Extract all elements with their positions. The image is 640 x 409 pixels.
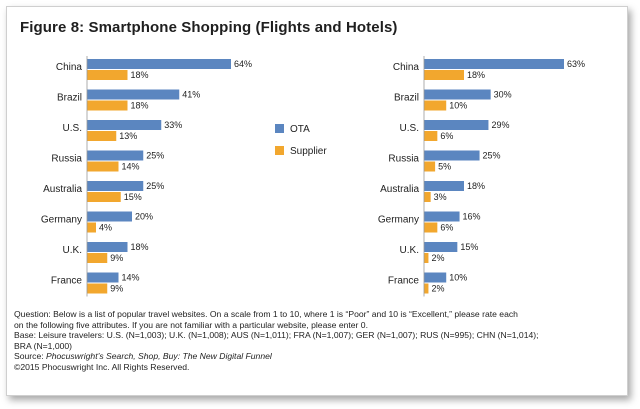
left-bar-supplier-germany bbox=[87, 222, 96, 233]
copyright-line: ©2015 Phocuswright Inc. All Rights Reser… bbox=[14, 361, 190, 372]
right-bar-supplier-germany bbox=[424, 222, 438, 233]
question-line-1: Question: Below is a list of popular tra… bbox=[14, 309, 518, 319]
right-bar-supplier-france bbox=[424, 283, 429, 294]
right-bar-ota-china bbox=[424, 59, 564, 69]
left-label-supplier-us: 13% bbox=[119, 131, 137, 141]
left-label-ota-china: 64% bbox=[234, 59, 252, 69]
right-category-label-us: U.S. bbox=[400, 123, 419, 134]
left-bar-ota-us bbox=[87, 120, 162, 130]
left-category-label-russia: Russia bbox=[51, 154, 82, 165]
footnote: Question: Below is a list of popular tra… bbox=[14, 309, 614, 373]
right-bar-supplier-australia bbox=[424, 192, 431, 202]
legend-label-ota: OTA bbox=[290, 124, 310, 135]
left-bar-ota-uk bbox=[87, 242, 128, 252]
right-label-supplier-france: 2% bbox=[431, 284, 444, 294]
left-bar-supplier-uk bbox=[87, 253, 108, 263]
left-category-label-china: China bbox=[56, 62, 83, 73]
left-category-label-us: U.S. bbox=[63, 123, 82, 134]
left-label-supplier-china: 18% bbox=[131, 70, 149, 80]
chart-title: Figure 8: Smartphone Shopping (Flights a… bbox=[20, 19, 398, 36]
left-bar-supplier-france bbox=[87, 283, 108, 294]
right-label-ota-germany: 16% bbox=[463, 212, 481, 222]
right-label-supplier-uk: 2% bbox=[431, 253, 444, 263]
right-category-label-uk: U.K. bbox=[400, 245, 419, 256]
right-label-ota-australia: 18% bbox=[467, 181, 485, 191]
right-label-ota-france: 10% bbox=[449, 273, 467, 283]
left-category-label-uk: U.K. bbox=[63, 245, 82, 256]
right-category-label-brazil: Brazil bbox=[394, 93, 419, 104]
right-bar-ota-australia bbox=[424, 181, 464, 191]
right-bar-supplier-brazil bbox=[424, 100, 447, 111]
left-label-ota-us: 33% bbox=[164, 120, 182, 130]
right-label-ota-us: 29% bbox=[491, 120, 509, 130]
left-label-ota-france: 14% bbox=[122, 273, 140, 283]
left-bar-supplier-russia bbox=[87, 161, 119, 172]
left-label-ota-germany: 20% bbox=[135, 212, 153, 222]
left-label-ota-uk: 18% bbox=[131, 242, 149, 252]
right-bar-ota-russia bbox=[424, 150, 480, 161]
right-bar-ota-us bbox=[424, 120, 489, 130]
right-category-label-russia: Russia bbox=[388, 154, 419, 165]
right-label-supplier-china: 18% bbox=[467, 70, 485, 80]
right-bar-ota-germany bbox=[424, 211, 460, 222]
left-bar-ota-france bbox=[87, 272, 119, 283]
left-bar-ota-germany bbox=[87, 211, 132, 222]
left-bar-ota-russia bbox=[87, 150, 144, 161]
left-bar-supplier-china bbox=[87, 70, 128, 80]
right-label-supplier-brazil: 10% bbox=[449, 101, 467, 111]
source-prefix: Source: bbox=[14, 351, 47, 362]
right-bar-supplier-china bbox=[424, 70, 464, 80]
question-line-2: on the following five attributes. If you… bbox=[14, 319, 368, 330]
right-category-label-france: France bbox=[388, 276, 420, 287]
left-bar-ota-china bbox=[87, 59, 231, 69]
left-label-ota-russia: 25% bbox=[146, 151, 164, 161]
right-label-ota-china: 63% bbox=[567, 59, 585, 69]
legend-label-supplier: Supplier bbox=[290, 146, 327, 157]
left-category-label-germany: Germany bbox=[41, 215, 82, 226]
source-line: Source: Phocuswright’s Search, Shop, Buy… bbox=[14, 351, 614, 362]
left-label-ota-australia: 25% bbox=[146, 181, 164, 191]
left-category-label-australia: Australia bbox=[43, 184, 82, 195]
right-label-supplier-germany: 6% bbox=[440, 223, 453, 233]
left-label-supplier-australia: 15% bbox=[124, 192, 142, 202]
left-category-label-france: France bbox=[51, 276, 83, 287]
left-bar-ota-australia bbox=[87, 181, 144, 191]
right-label-supplier-us: 6% bbox=[440, 131, 453, 141]
right-label-supplier-australia: 3% bbox=[434, 192, 447, 202]
right-bar-ota-brazil bbox=[424, 89, 491, 100]
left-bar-supplier-us bbox=[87, 131, 117, 141]
left-category-label-brazil: Brazil bbox=[57, 93, 82, 104]
left-label-ota-brazil: 41% bbox=[182, 90, 200, 100]
left-bar-supplier-australia bbox=[87, 192, 121, 202]
right-label-supplier-russia: 5% bbox=[438, 162, 451, 172]
left-label-supplier-russia: 14% bbox=[122, 162, 140, 172]
right-label-ota-brazil: 30% bbox=[494, 90, 512, 100]
right-category-label-germany: Germany bbox=[378, 215, 419, 226]
right-bar-supplier-russia bbox=[424, 161, 436, 172]
right-bar-supplier-us bbox=[424, 131, 438, 141]
left-label-supplier-germany: 4% bbox=[99, 223, 112, 233]
right-category-label-china: China bbox=[393, 62, 420, 73]
right-bar-ota-uk bbox=[424, 242, 458, 252]
left-bar-ota-brazil bbox=[87, 89, 180, 100]
right-bar-supplier-uk bbox=[424, 253, 429, 263]
left-label-supplier-brazil: 18% bbox=[131, 101, 149, 111]
base-line-2: BRA (N=1,000) bbox=[14, 340, 73, 351]
right-category-label-australia: Australia bbox=[380, 184, 419, 195]
left-bar-supplier-brazil bbox=[87, 100, 128, 111]
right-bar-ota-france bbox=[424, 272, 447, 283]
legend-swatch-supplier bbox=[275, 146, 284, 155]
left-label-supplier-uk: 9% bbox=[110, 253, 123, 263]
right-label-ota-russia: 25% bbox=[483, 151, 501, 161]
source-title: Phocuswright’s Search, Shop, Buy: The Ne… bbox=[46, 351, 272, 362]
base-line-1: Base: Leisure travelers: U.S. (N=1,003);… bbox=[14, 330, 539, 341]
left-label-supplier-france: 9% bbox=[110, 284, 123, 294]
legend: OTA Supplier bbox=[275, 124, 327, 157]
legend-swatch-ota bbox=[275, 124, 284, 133]
right-label-ota-uk: 15% bbox=[460, 242, 478, 252]
